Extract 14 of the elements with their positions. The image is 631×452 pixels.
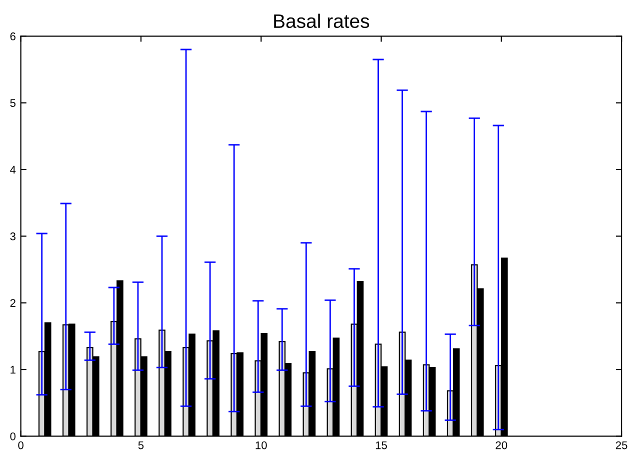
y-tick-label: 4	[10, 166, 16, 174]
x-tick-label: 10	[256, 441, 267, 450]
y-tick-label: 5	[10, 99, 16, 107]
y-tick-label: 6	[10, 32, 16, 40]
x-tick-label: 15	[376, 441, 387, 450]
x-tick-label: 5	[138, 441, 144, 450]
y-tick-label: 1	[10, 366, 16, 374]
x-tick-label: 0	[18, 441, 24, 450]
y-tick-label: 0	[10, 432, 16, 440]
chart-title: Basal rates	[274, 14, 370, 28]
x-tick-label: 20	[496, 441, 508, 450]
y-tick-label: 3	[10, 232, 16, 240]
x-tick-label: 25	[616, 441, 628, 450]
y-tick-label: 2	[10, 299, 16, 307]
